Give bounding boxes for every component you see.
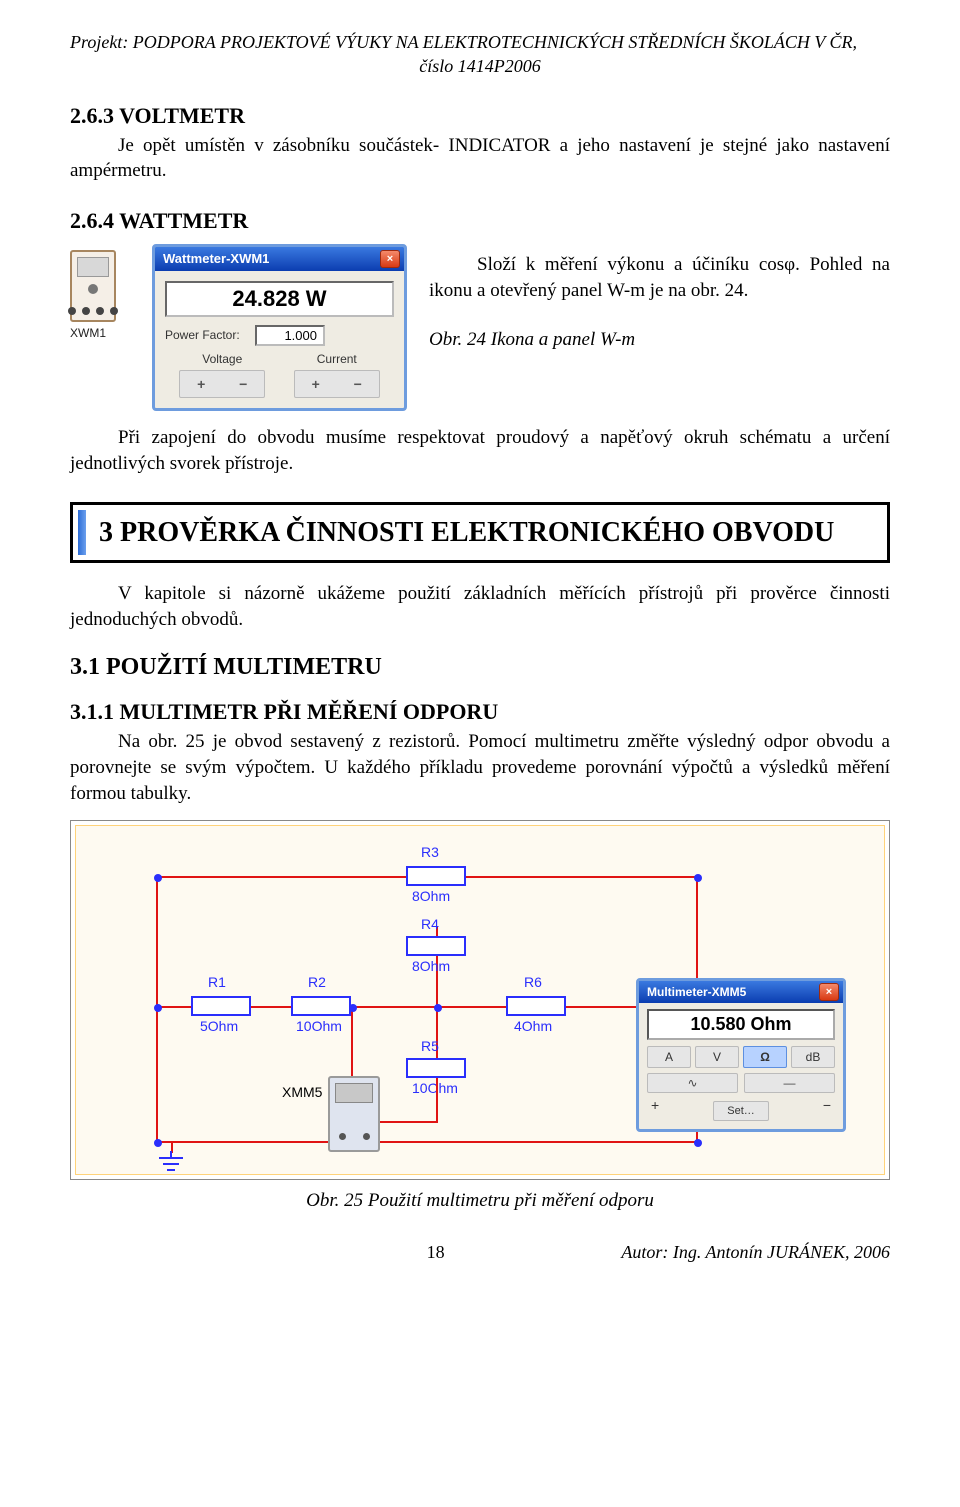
- multimeter-icon-screen: [335, 1083, 373, 1103]
- label-R4: R4: [421, 916, 439, 932]
- node: [694, 1139, 702, 1147]
- resistor-R2: [291, 996, 351, 1016]
- wire: [351, 1006, 353, 1078]
- page-number: 18: [427, 1242, 445, 1263]
- wattmeter-title: Wattmeter-XWM1: [163, 251, 269, 266]
- resistor-R6: [506, 996, 566, 1016]
- heading-2-6-3: 2.6.3 VOLTMETR: [70, 103, 890, 129]
- label-R3: R3: [421, 844, 439, 860]
- wattmeter-titlebar[interactable]: Wattmeter-XWM1 ×: [155, 247, 404, 271]
- para-3-1-1: Na obr. 25 je obvod sestavený z rezistor…: [70, 729, 890, 806]
- label-R1: R1: [208, 974, 226, 990]
- node: [154, 1004, 162, 1012]
- power-factor-value: 1.000: [255, 325, 325, 346]
- label-R5: R5: [421, 1038, 439, 1054]
- ground-icon: [156, 1151, 186, 1175]
- voltage-polarity-box[interactable]: +−: [179, 370, 265, 398]
- project-header-line1: Projekt: PODPORA PROJEKTOVÉ VÝUKY NA ELE…: [70, 30, 890, 54]
- para-2-6-4-b: Při zapojení do obvodu musíme respektova…: [70, 425, 890, 476]
- multimeter-titlebar[interactable]: Multimeter-XMM5 ×: [639, 981, 843, 1003]
- multimeter-panel[interactable]: Multimeter-XMM5 × 10.580 Ohm A V Ω dB ∿ …: [636, 978, 846, 1132]
- multimeter-reading: 10.580 Ohm: [647, 1009, 835, 1040]
- minus-terminal-label: −: [823, 1097, 831, 1121]
- chapter-3-box: 3 PROVĚRKA ČINNOSTI ELEKTRONICKÉHO OBVOD…: [70, 502, 890, 563]
- ac-button[interactable]: ∿: [647, 1073, 738, 1093]
- wattmeter-icon[interactable]: [70, 250, 116, 322]
- wire: [156, 1141, 698, 1143]
- plus-terminal-label: +: [651, 1097, 659, 1121]
- multimeter-icon[interactable]: [328, 1076, 380, 1152]
- voltage-label: Voltage: [202, 352, 242, 366]
- value-R3: 8Ohm: [412, 888, 450, 904]
- value-R2: 10Ohm: [296, 1018, 342, 1034]
- chapter-3-intro: V kapitole si názorně ukážeme použití zá…: [70, 581, 890, 632]
- multimeter-icon-label: XMM5: [282, 1084, 322, 1100]
- multimeter-title: Multimeter-XMM5: [647, 985, 746, 999]
- label-R2: R2: [308, 974, 326, 990]
- mode-V-button[interactable]: V: [695, 1046, 739, 1068]
- wattmeter-icon-terminals: [68, 307, 118, 315]
- dc-button[interactable]: —: [744, 1073, 835, 1093]
- para-2-6-3: Je opět umístěn v zásobníku součástek- I…: [70, 133, 890, 184]
- label-R6: R6: [524, 974, 542, 990]
- close-icon[interactable]: ×: [380, 250, 400, 268]
- close-icon[interactable]: ×: [819, 983, 839, 1001]
- chapter-3-title: 3 PROVĚRKA ČINNOSTI ELEKTRONICKÉHO OBVOD…: [83, 515, 871, 550]
- heading-3-1: 3.1 POUŽITÍ MULTIMETRU: [70, 654, 890, 681]
- figure-25-caption: Obr. 25 Použití multimetru při měření od…: [70, 1190, 890, 1212]
- wattmeter-body: 24.828 W Power Factor: 1.000 Voltage Cur…: [155, 271, 404, 408]
- multimeter-mode-buttons: A V Ω dB: [647, 1046, 835, 1068]
- wattmeter-reading: 24.828 W: [165, 281, 394, 317]
- node: [154, 874, 162, 882]
- resistor-R5: [406, 1058, 466, 1078]
- node: [434, 1004, 442, 1012]
- set-button[interactable]: Set…: [713, 1101, 769, 1121]
- mode-A-button[interactable]: A: [647, 1046, 691, 1068]
- resistor-R3: [406, 866, 466, 886]
- value-R6: 4Ohm: [514, 1018, 552, 1034]
- heading-3-1-1: 3.1.1 MULTIMETR PŘI MĚŘENÍ ODPORU: [70, 699, 890, 725]
- figure-24-caption: Obr. 24 Ikona a panel W-m: [429, 329, 890, 351]
- power-factor-label: Power Factor:: [165, 328, 255, 342]
- heading-2-6-4: 2.6.4 WATTMETR: [70, 208, 890, 234]
- wire: [436, 1006, 438, 1066]
- para-2-6-4-a: Složí k měření výkonu a účiníku cosφ. Po…: [429, 252, 890, 303]
- wattmeter-icon-box: XWM1: [70, 244, 130, 340]
- figure-24-row: XWM1 Wattmeter-XWM1 × 24.828 W Power Fac…: [70, 244, 890, 411]
- multimeter-icon-terminals: [330, 1133, 378, 1140]
- value-R5: 10Ohm: [412, 1080, 458, 1096]
- resistor-R4: [406, 936, 466, 956]
- author-credit: Autor: Ing. Antonín JURÁNEK, 2006: [621, 1242, 890, 1263]
- mode-dB-button[interactable]: dB: [791, 1046, 835, 1068]
- value-R1: 5Ohm: [200, 1018, 238, 1034]
- node: [694, 874, 702, 882]
- value-R4: 8Ohm: [412, 958, 450, 974]
- node: [349, 1004, 357, 1012]
- wattmeter-icon-label: XWM1: [70, 326, 130, 340]
- resistor-R1: [191, 996, 251, 1016]
- current-polarity-box[interactable]: +−: [294, 370, 380, 398]
- wattmeter-icon-knob: [88, 284, 98, 294]
- page-footer: 18 Autor: Ing. Antonín JURÁNEK, 2006: [70, 1242, 890, 1263]
- multimeter-body: 10.580 Ohm A V Ω dB ∿ — + Set… −: [639, 1003, 843, 1129]
- wire: [380, 1121, 438, 1123]
- mode-Ohm-button[interactable]: Ω: [743, 1046, 787, 1068]
- figure-25-frame: R3 8Ohm R1 5Ohm R2 10Ohm R6 4Ohm R4 8Ohm…: [70, 820, 890, 1180]
- current-label: Current: [317, 352, 357, 366]
- wire: [436, 1078, 438, 1123]
- node: [154, 1139, 162, 1147]
- wattmeter-panel[interactable]: Wattmeter-XWM1 × 24.828 W Power Factor: …: [152, 244, 407, 411]
- wattmeter-icon-screen: [77, 257, 109, 277]
- circuit-diagram: R3 8Ohm R1 5Ohm R2 10Ohm R6 4Ohm R4 8Ohm…: [75, 825, 885, 1175]
- project-header-line2: číslo 1414P2006: [70, 54, 890, 78]
